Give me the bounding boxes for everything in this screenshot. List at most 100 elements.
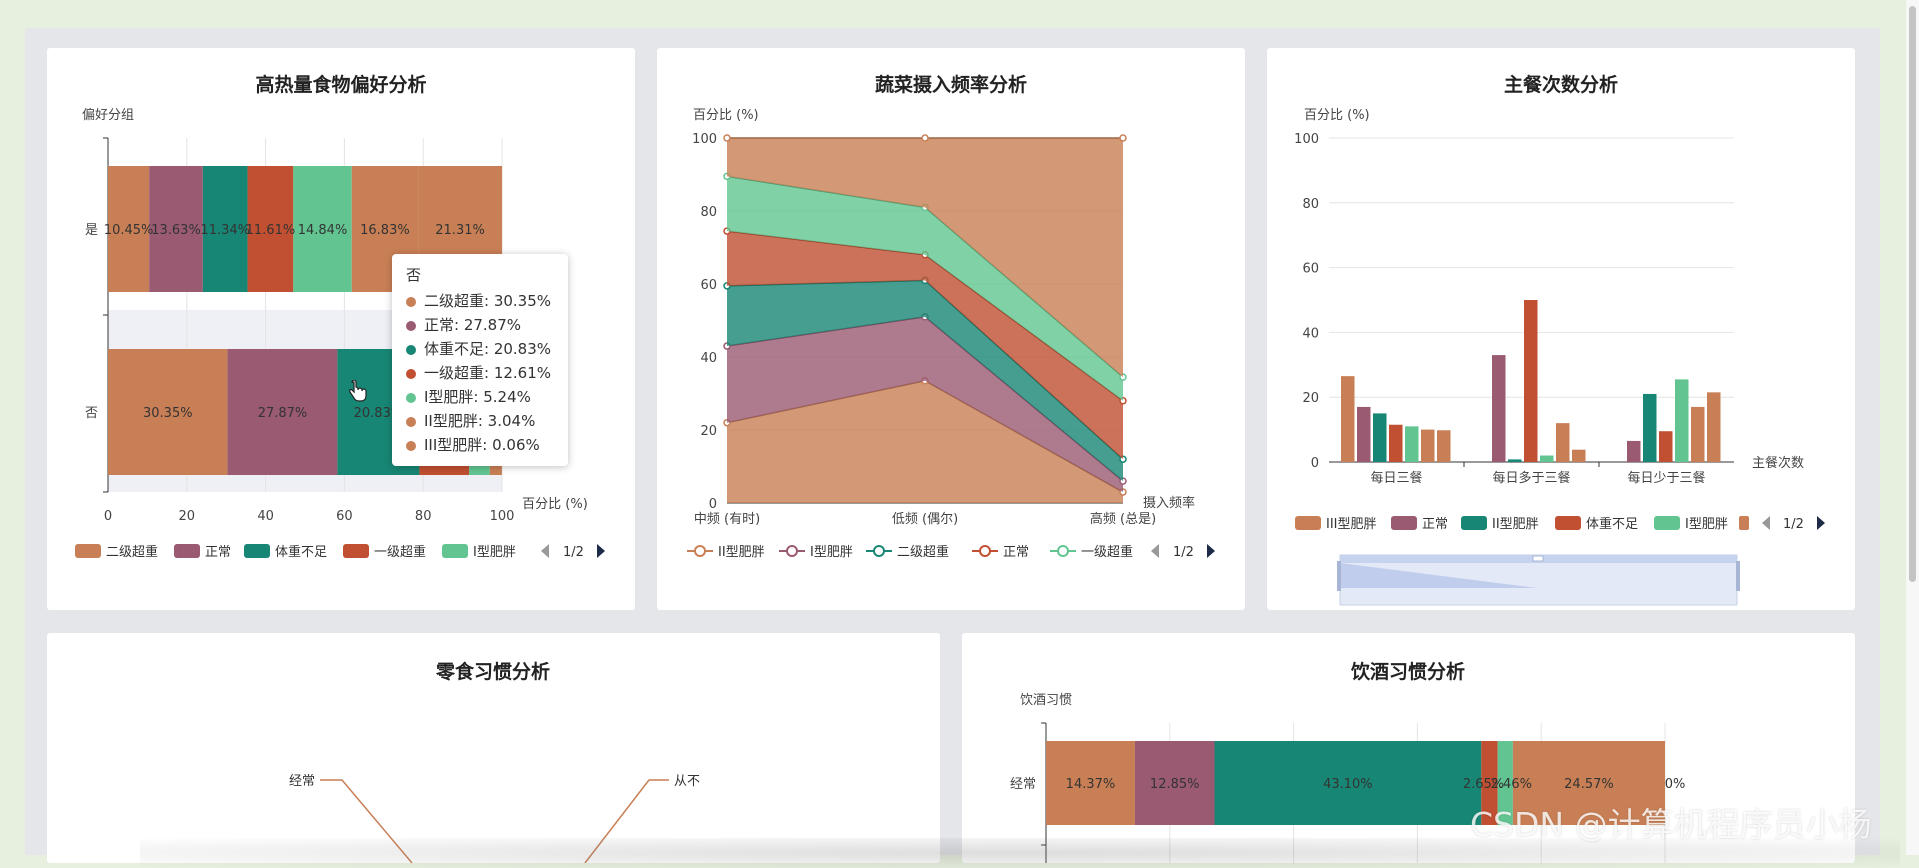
legend-swatch-clipped bbox=[1739, 516, 1749, 530]
bar-label: 16.83% bbox=[360, 223, 410, 238]
chart-main-meal-count: 主餐次数分析百分比 (%)020406080100每日三餐每日多于三餐每日少于三… bbox=[1267, 48, 1855, 610]
legend-item: 二级超重 bbox=[897, 544, 949, 560]
y-tick-label: 是 bbox=[85, 223, 98, 238]
tooltip-row: I型肥胖: 5.24% bbox=[406, 385, 554, 409]
legend-item: 一级超重 bbox=[374, 544, 426, 560]
legend-swatch bbox=[343, 544, 369, 558]
tooltip-row: II型肥胖: 3.04% bbox=[406, 409, 554, 433]
bar-label: 10.45% bbox=[104, 223, 154, 238]
data-point bbox=[1120, 135, 1126, 141]
legend-item: II型肥胖 bbox=[718, 545, 765, 560]
series-dot-icon bbox=[406, 417, 416, 427]
series-dot-icon bbox=[406, 321, 416, 331]
legend-item: 正常 bbox=[205, 545, 231, 560]
legend-item: 正常 bbox=[1003, 545, 1029, 560]
legend-item: 正常 bbox=[1422, 517, 1448, 532]
y-tick-label: 经常 bbox=[1010, 777, 1036, 792]
x-tick-label: 低频 (偶尔) bbox=[892, 512, 958, 527]
legend-swatch bbox=[442, 544, 468, 558]
bar-label: 27.87% bbox=[258, 406, 308, 421]
bar bbox=[1540, 456, 1554, 462]
tooltip-row-text: II型肥胖: 3.04% bbox=[424, 412, 535, 430]
x-tick-label: 每日多于三餐 bbox=[1492, 470, 1570, 486]
bar bbox=[1524, 300, 1538, 462]
y-tick-label: 100 bbox=[692, 132, 717, 147]
y-axis-title: 百分比 (%) bbox=[1304, 108, 1370, 123]
tooltip-row: 正常: 27.87% bbox=[406, 313, 554, 337]
tooltip-row-text: I型肥胖: 5.24% bbox=[424, 388, 531, 406]
y-tick-label: 20 bbox=[1302, 391, 1319, 406]
bar bbox=[1627, 441, 1641, 462]
x-tick-label: 100 bbox=[490, 509, 515, 524]
y-axis-title: 饮酒习惯 bbox=[1020, 692, 1072, 708]
legend-swatch bbox=[1654, 516, 1680, 530]
tooltip-row-text: 二级超重: 30.35% bbox=[424, 292, 551, 310]
legend-page-indicator: 1/2 bbox=[1173, 545, 1194, 560]
bar-label: 14.84% bbox=[298, 223, 348, 238]
y-tick-label: 0 bbox=[709, 497, 717, 512]
tooltip-row: 一级超重: 12.61% bbox=[406, 361, 554, 385]
x-axis-title: 百分比 (%) bbox=[522, 497, 588, 512]
tooltip-row: 二级超重: 30.35% bbox=[406, 289, 554, 313]
chevron-right-icon bbox=[597, 544, 605, 558]
legend-item: I型肥胖 bbox=[1685, 517, 1728, 532]
legend-item: 一级超重 bbox=[1081, 544, 1133, 560]
datazoom-right-handle bbox=[1736, 561, 1740, 591]
legend-swatch bbox=[1461, 516, 1487, 530]
chart-tooltip: 否 二级超重: 30.35% 正常: 27.87% 体重不足: 20.83% 一… bbox=[392, 254, 568, 466]
bar-label: 13.63% bbox=[151, 223, 201, 238]
legend-swatch bbox=[174, 544, 200, 558]
bar bbox=[1659, 431, 1673, 462]
legend-marker bbox=[695, 546, 705, 556]
legend-item: 体重不足 bbox=[275, 544, 327, 560]
series-dot-icon bbox=[406, 369, 416, 379]
legend-item: I型肥胖 bbox=[810, 545, 853, 560]
bar-label: 43.10% bbox=[1323, 777, 1373, 792]
bar bbox=[1556, 423, 1570, 462]
y-axis-title: 百分比 (%) bbox=[693, 108, 759, 123]
x-tick-label: 20 bbox=[179, 509, 196, 524]
y-tick-label: 否 bbox=[85, 406, 98, 421]
x-tick-label: 40 bbox=[257, 509, 274, 524]
series-dot-icon bbox=[406, 393, 416, 403]
legend-item: II型肥胖 bbox=[1492, 517, 1539, 532]
bar bbox=[1405, 426, 1419, 462]
bar bbox=[1357, 407, 1371, 462]
legend-swatch bbox=[1295, 516, 1321, 530]
y-axis-title: 偏好分组 bbox=[82, 108, 134, 123]
bar bbox=[1421, 430, 1435, 462]
x-tick-label: 每日少于三餐 bbox=[1627, 470, 1705, 486]
datazoom-grip bbox=[1533, 556, 1543, 561]
bar-label: 21.31% bbox=[435, 223, 485, 238]
x-tick-label: 中频 (有时) bbox=[694, 512, 760, 527]
legend-item: 二级超重 bbox=[106, 544, 158, 560]
chevron-right-icon bbox=[1207, 544, 1215, 558]
chevron-right-icon bbox=[1817, 516, 1825, 530]
series-dot-icon bbox=[406, 297, 416, 307]
chevron-left-icon bbox=[1151, 544, 1159, 558]
legend-item: 体重不足 bbox=[1586, 516, 1638, 532]
hand-cursor-icon bbox=[348, 380, 368, 402]
bar-label: 12.85% bbox=[1150, 777, 1200, 792]
series-dot-icon bbox=[406, 441, 416, 451]
tooltip-row-text: 体重不足: 20.83% bbox=[424, 340, 551, 358]
card-snack-habit: 零食习惯分析经常从不 bbox=[47, 633, 940, 863]
legend-item: I型肥胖 bbox=[473, 545, 516, 560]
bar bbox=[1389, 425, 1403, 462]
legend-marker bbox=[787, 546, 797, 556]
bar bbox=[1492, 355, 1506, 462]
legend-swatch bbox=[1391, 516, 1417, 530]
y-tick-label: 60 bbox=[1302, 262, 1319, 277]
pie-label: 经常 bbox=[289, 774, 315, 789]
bar bbox=[1508, 459, 1522, 462]
legend-item: III型肥胖 bbox=[1326, 517, 1377, 532]
x-tick-label: 0 bbox=[104, 509, 112, 524]
bar bbox=[1643, 394, 1657, 462]
y-tick-label: 60 bbox=[700, 278, 717, 293]
scrollbar-thumb[interactable] bbox=[1909, 6, 1916, 582]
series-dot-icon bbox=[406, 345, 416, 355]
chart-snack-habit: 零食习惯分析经常从不 bbox=[47, 633, 940, 863]
x-tick-label: 60 bbox=[336, 509, 353, 524]
